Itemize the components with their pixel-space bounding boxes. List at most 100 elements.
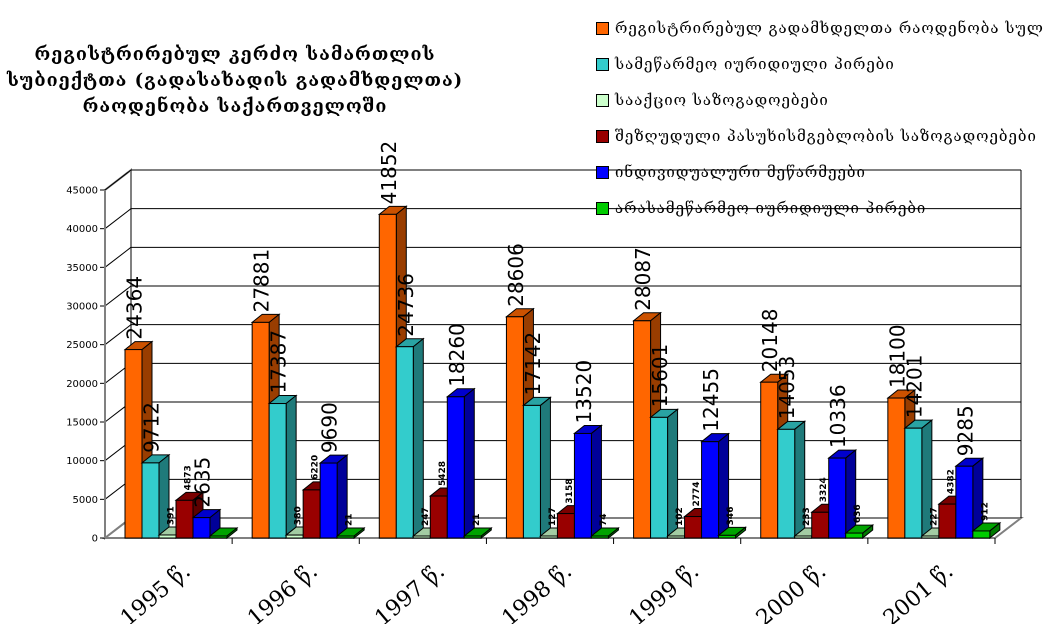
legend-swatch	[596, 201, 609, 215]
data-label: 346	[726, 507, 736, 526]
gridline	[104, 285, 132, 307]
x-tick-label: 1996 წ.	[243, 559, 322, 624]
legend-item: სამეწარმეო იურიდიული პირები	[596, 46, 1044, 82]
data-label: 17142	[521, 332, 545, 396]
data-label: 74	[599, 513, 609, 526]
data-label: 3158	[565, 479, 575, 504]
bar	[938, 503, 957, 539]
bar	[811, 511, 830, 539]
bar	[302, 489, 321, 539]
data-label: 14201	[902, 355, 926, 419]
bar	[412, 535, 431, 539]
legend-swatch	[596, 129, 609, 143]
data-label: 6220	[311, 455, 321, 480]
legend-label: შეზღუდული პასუხისმგებლობის საზოგადოებები	[615, 127, 1037, 145]
data-label: 24364	[123, 276, 147, 340]
y-tick-label: 45000	[66, 186, 98, 197]
x-tick-label: 1995 წ.	[116, 559, 195, 624]
legend-label: რეგისტრირებულ გადამხდელთა რაოდენობა სულ	[615, 19, 1044, 37]
bar	[141, 462, 160, 539]
x-tick-label: 1997 წ.	[370, 559, 449, 624]
bar	[209, 535, 228, 539]
data-label: 5428	[438, 461, 448, 486]
bar	[777, 428, 796, 539]
data-label: 21	[345, 513, 355, 526]
y-tick-label: 15000	[66, 418, 98, 429]
data-label: 28087	[631, 247, 655, 311]
bar-side	[845, 449, 857, 540]
gridline	[104, 246, 132, 268]
data-label: 24736	[394, 273, 418, 337]
x-tick-label: 2001 წ.	[879, 559, 958, 624]
bar	[794, 535, 813, 539]
legend-swatch	[596, 93, 609, 107]
bar	[650, 416, 669, 539]
bar	[319, 462, 338, 539]
data-label: 27881	[250, 249, 274, 313]
legend-label: სააქციო საზოგადოებები	[615, 91, 829, 109]
bar	[378, 213, 397, 539]
data-label: 10336	[826, 384, 850, 448]
bar	[718, 534, 737, 539]
legend-item: რეგისტრირებულ გადამხდელთა რაოდენობა სულ	[596, 10, 1044, 46]
data-label: 912	[980, 502, 990, 521]
data-label: 9690	[318, 402, 342, 453]
gridline	[104, 208, 132, 230]
bar	[336, 535, 355, 539]
legend-swatch	[596, 21, 609, 35]
y-tick-label: 10000	[66, 456, 98, 467]
bar	[667, 535, 686, 539]
data-label: 18100	[885, 324, 909, 388]
bar	[463, 535, 482, 539]
legend-swatch	[596, 165, 609, 179]
data-label: 20148	[758, 309, 782, 373]
bar	[573, 432, 592, 539]
data-label: 102	[675, 507, 685, 526]
bar	[522, 404, 541, 539]
x-tick-label: 1999 წ.	[625, 559, 704, 624]
y-tick-label: 30000	[66, 302, 98, 313]
data-label: 15601	[648, 344, 672, 408]
y-tick-label: 25000	[66, 340, 98, 351]
data-label: 9285	[953, 405, 977, 456]
y-tick-label: 35000	[66, 263, 98, 274]
data-label: 2635	[191, 457, 215, 508]
y-tick-label: 20000	[66, 379, 98, 390]
data-label: 4873	[184, 465, 194, 490]
bar	[124, 349, 143, 539]
legend-item: სააქციო საზოგადოებები	[596, 82, 1044, 118]
data-label: 28606	[504, 243, 528, 307]
legend-item: ინდივიდუალური მეწარმეები	[596, 154, 1044, 190]
data-label: 18260	[445, 323, 469, 387]
data-label: 391	[167, 506, 177, 525]
bar	[285, 534, 304, 539]
data-label: 12455	[699, 368, 723, 432]
data-label: 636	[853, 504, 863, 523]
data-label: 14053	[775, 356, 799, 420]
bar	[590, 535, 609, 539]
legend-label: სამეწარმეო იურიდიული პირები	[615, 55, 895, 73]
data-label: 41852	[377, 141, 401, 205]
legend: რეგისტრირებულ გადამხდელთა რაოდენობა სულ ს…	[596, 10, 1044, 226]
y-tick-label: 0	[92, 534, 98, 545]
gridline	[104, 169, 132, 191]
bar	[268, 403, 287, 539]
bar	[556, 513, 575, 539]
data-label: 3324	[819, 477, 829, 502]
legend-label: ინდივიდუალური მეწარმეები	[615, 163, 866, 181]
bar	[395, 346, 414, 539]
y-tick-label: 5000	[73, 495, 98, 506]
bar	[446, 396, 465, 539]
legend-swatch	[596, 57, 609, 71]
data-label: 227	[929, 507, 939, 526]
bar	[921, 535, 940, 539]
x-tick-label: 2000 წ.	[752, 559, 831, 624]
bar	[828, 457, 847, 539]
bar	[429, 495, 448, 539]
bar	[192, 517, 211, 539]
gridline	[104, 324, 132, 346]
legend-item: არასამეწარმეო იურიდიული პირები	[596, 190, 1044, 226]
data-label: 247	[421, 507, 431, 526]
legend-item: შეზღუდული პასუხისმგებლობის საზოგადოებები	[596, 118, 1044, 154]
